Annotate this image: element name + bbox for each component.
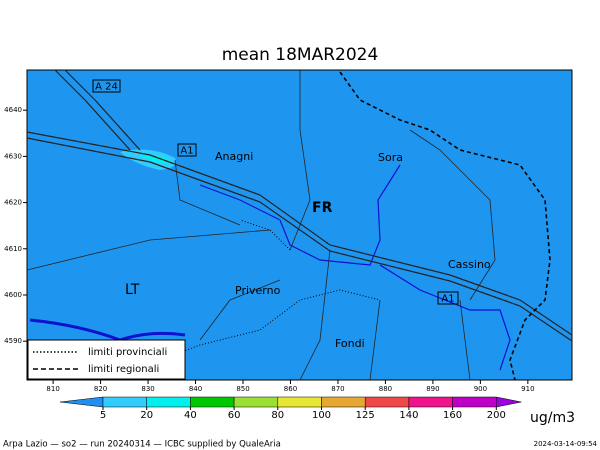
colorbar-label: 140 — [399, 410, 418, 421]
x-tick-label: 880 — [379, 385, 392, 393]
place-label: Anagni — [215, 150, 253, 163]
colorbar-label: 60 — [228, 410, 241, 421]
place-label: FR — [312, 200, 333, 216]
colorbar-segment — [146, 396, 191, 408]
colorbar-segment — [496, 396, 522, 408]
x-tick-label: 830 — [141, 385, 154, 393]
place-label: Fondi — [335, 337, 365, 350]
place-label: Cassino — [448, 258, 491, 271]
map-frame — [26, 69, 573, 381]
road-label: A 24 — [95, 82, 118, 93]
y-tick-label: 4610 — [4, 245, 22, 253]
y-tick-label: 4640 — [4, 106, 22, 114]
colorbar-segment — [364, 396, 410, 408]
colorbar-segment — [190, 396, 235, 408]
footer-right: 2024-03-14-09:54 — [534, 440, 598, 448]
x-tick-label: 900 — [474, 385, 487, 393]
road-label: A1 — [441, 294, 454, 305]
map-area: Anagni Sora FR Cassino LT Priverno Fondi A 24 A1… — [26, 69, 573, 381]
x-tick-label: 860 — [284, 385, 297, 393]
x-tick-label: 850 — [236, 385, 249, 393]
road-label: A1 — [180, 146, 193, 157]
legend-label: limiti regionali — [88, 364, 159, 375]
place-label: Priverno — [235, 284, 281, 297]
x-tick-label: 810 — [46, 385, 59, 393]
colorbar-unit: ug/m3 — [530, 410, 575, 426]
colorbar-segment — [59, 396, 104, 408]
plume — [120, 149, 176, 170]
motorway — [26, 131, 573, 336]
colorbar-segment — [321, 396, 366, 408]
colorbar-label: 125 — [356, 410, 375, 421]
regional-border — [339, 71, 551, 381]
x-tick-label: 870 — [331, 385, 344, 393]
colorbar-segment — [233, 396, 279, 408]
y-tick-label: 4600 — [4, 291, 22, 299]
colorbar-label: 5 — [100, 410, 106, 421]
legend-label: limiti provinciali — [88, 347, 167, 358]
footer-left: Arpa Lazio — so2 — run 20240314 — ICBC s… — [3, 440, 281, 450]
colorbar-label: 80 — [271, 410, 284, 421]
place-label: Sora — [378, 151, 403, 164]
colorbar-segment — [408, 396, 453, 408]
x-tick-label: 890 — [426, 385, 439, 393]
x-tick-label: 820 — [94, 385, 107, 393]
road-shield — [177, 143, 197, 157]
colorbar-label: 200 — [487, 410, 506, 421]
colorbar-segment — [277, 396, 322, 408]
road-shield — [92, 79, 121, 93]
river — [199, 164, 511, 371]
y-tick-label: 4590 — [4, 337, 22, 345]
motorway — [54, 69, 131, 151]
colorbar-label: 40 — [184, 410, 197, 421]
colorbar-label: 20 — [140, 410, 153, 421]
motorway — [64, 69, 141, 151]
road — [26, 70, 496, 381]
colorbar-segment — [102, 396, 147, 408]
y-tick-label: 4630 — [4, 152, 22, 160]
x-tick-label: 840 — [189, 385, 202, 393]
colorbar-label: 160 — [443, 410, 462, 421]
plume-core — [140, 154, 172, 164]
map-title: mean 18MAR2024 — [222, 45, 379, 65]
colorbar-segment — [452, 396, 497, 408]
place-label: LT — [125, 282, 140, 298]
x-tick-label: 910 — [521, 385, 534, 393]
legend-box — [27, 339, 186, 380]
road-shield — [437, 291, 459, 305]
provincial-border — [159, 219, 381, 361]
colorbar-label: 100 — [312, 410, 331, 421]
y-tick-label: 4620 — [4, 199, 22, 207]
